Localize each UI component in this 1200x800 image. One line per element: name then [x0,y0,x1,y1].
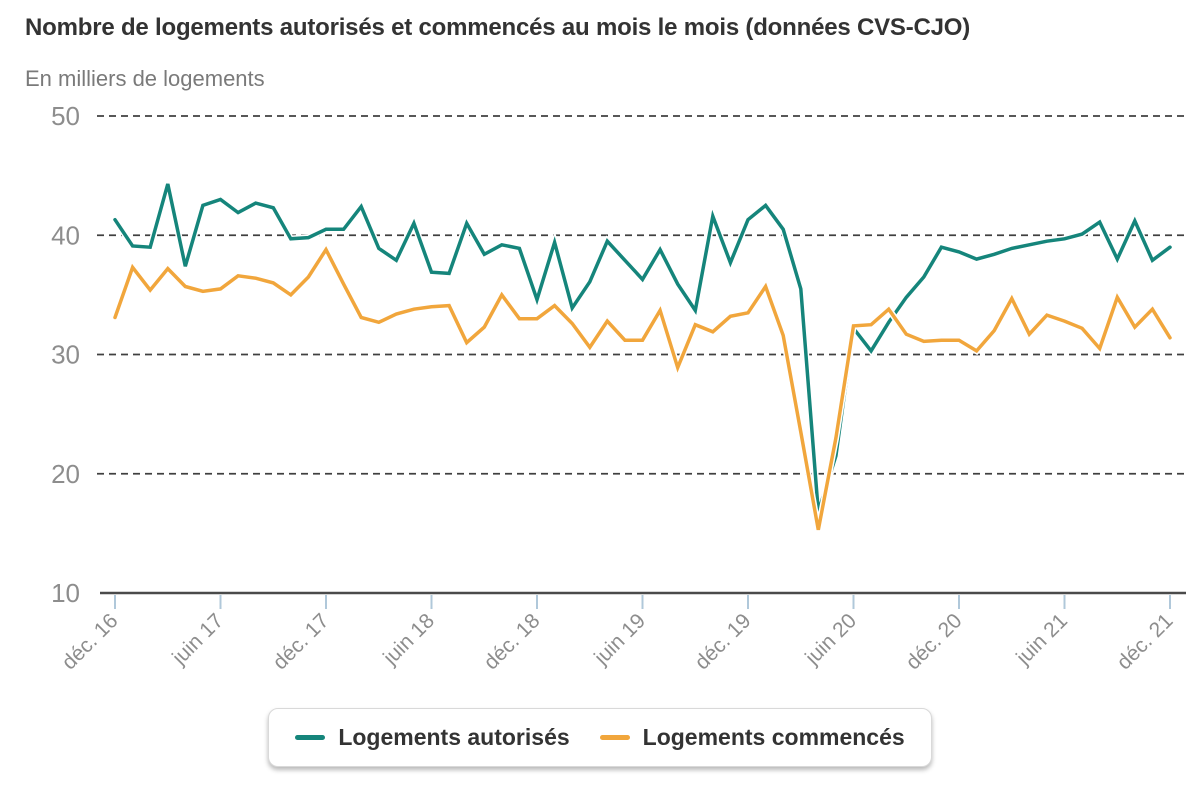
chart-subtitle: En milliers de logements [25,66,265,91]
legend-item-logements-autorises: Logements autorisés [295,724,570,751]
series-line-logements-autorises [113,183,1172,513]
x-axis-label: juin 21 [1011,609,1072,670]
x-axis-label: juin 17 [167,609,228,670]
legend-swatch-commences-icon [599,735,630,740]
legend-label-commences: Logements commencés [642,724,905,750]
series-halo-0 [111,183,1174,513]
x-axis-label: déc. 18 [480,609,545,674]
chart-title: Nombre de logements autorisés et commenc… [25,14,971,41]
y-axis-label-30: 30 [51,340,80,370]
legend-swatch-autorises-icon [295,735,326,740]
y-axis-label-20: 20 [51,459,80,489]
x-axis-label: déc. 16 [58,609,123,674]
y-axis-label-10: 10 [51,578,80,608]
legend-item-logements-commences: Logements commencés [599,724,905,751]
x-axis-label: déc. 20 [902,609,967,674]
x-axis-label: juin 18 [378,609,439,670]
x-axis-label: déc. 19 [691,609,756,674]
x-axis-label: juin 20 [800,609,861,670]
series-halo-1 [111,243,1174,531]
legend-label-autorises: Logements autorisés [338,724,570,750]
series-line-logements-commences [113,246,1172,531]
legend: Logements autorisés Logements commencés [0,708,1200,767]
y-axis-label-40: 40 [51,220,80,250]
legend-box: Logements autorisés Logements commencés [268,708,932,767]
x-axis-label: déc. 21 [1113,609,1178,674]
x-axis-label: juin 19 [589,609,650,670]
y-axis-label-50: 50 [51,101,80,131]
x-axis-label: déc. 17 [269,609,334,674]
